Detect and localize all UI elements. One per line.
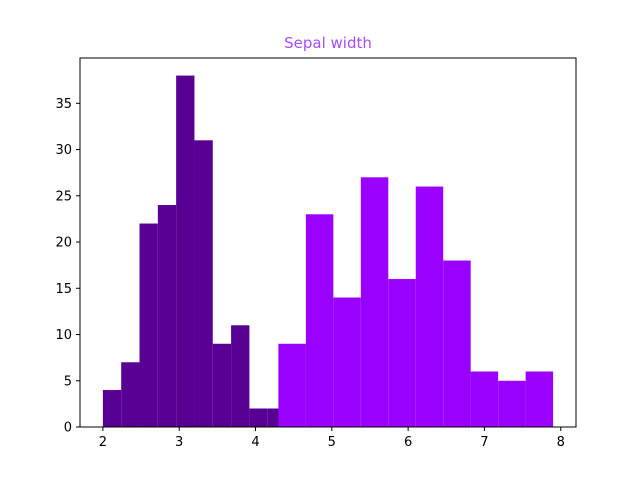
histogram-bar-series-2-bin-2 [305,214,334,427]
histogram-bar-series-1-bin-8 [231,325,250,427]
chart-title: Sepal width [284,34,372,52]
y-axis: 0 5 10 15 20 25 30 35 [55,97,80,436]
histogram-bar-series-1-bin-7 [212,343,232,427]
x-tick-label: 4 [251,435,259,450]
histogram-bar-series-1-bin-1 [102,390,122,427]
x-tick-label: 3 [175,435,183,450]
histogram-bar-series-1-bin-3 [139,223,158,427]
y-tick-label: 10 [55,328,72,343]
x-tick-label: 6 [404,435,412,450]
x-tick-label: 2 [99,435,107,450]
y-tick-label: 15 [55,282,72,297]
y-tick-label: 30 [55,143,72,158]
histogram-bar-series-1-bin-2 [121,362,140,427]
histogram-bar-series-2-bin-5 [388,279,416,427]
histogram-bar-series-1-bin-4 [157,205,177,427]
histogram-bar-series-2-bin-6 [415,186,444,427]
histogram-bar-series-2-bin-3 [333,297,361,427]
x-tick-label: 5 [328,435,336,450]
histogram-bar-series-1-bin-9 [249,408,268,427]
histogram-bar-series-2-bin-4 [360,177,389,427]
histogram-bar-series-2-bin-1 [278,343,306,427]
x-tick-label: 7 [480,435,488,450]
histogram-bar-series-2-bin-7 [443,260,471,427]
histogram-bar-series-2-bin-8 [470,371,499,427]
histogram-bar-series-2-bin-9 [498,380,526,427]
x-axis: 2 3 4 5 6 7 8 [99,427,565,450]
histogram-bar-series-1-bin-5 [176,75,195,428]
x-tick-label: 8 [557,435,565,450]
y-tick-label: 25 [55,189,72,204]
y-tick-label: 5 [64,374,72,389]
y-tick-label: 0 [64,421,72,436]
y-tick-label: 35 [55,97,72,112]
bars-group [102,75,554,428]
y-tick-label: 20 [55,236,72,251]
histogram-bar-series-2-bin-10 [525,371,554,427]
plot-frame [79,57,577,428]
histogram-bar-series-1-bin-6 [194,140,213,427]
